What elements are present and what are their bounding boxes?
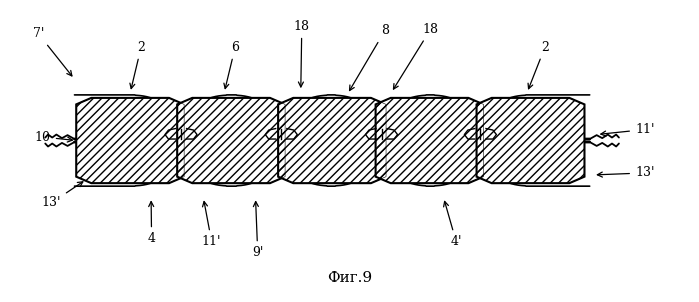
- Polygon shape: [160, 133, 202, 172]
- Polygon shape: [177, 98, 285, 183]
- Polygon shape: [76, 98, 184, 183]
- Text: 4': 4': [444, 201, 462, 248]
- Text: 18: 18: [294, 20, 310, 87]
- Text: 18: 18: [394, 23, 438, 89]
- Polygon shape: [261, 133, 302, 172]
- Text: 13': 13': [42, 182, 83, 209]
- Text: 2: 2: [528, 41, 549, 89]
- Text: 11': 11': [601, 123, 654, 136]
- Polygon shape: [477, 98, 584, 183]
- Text: 4: 4: [147, 201, 156, 245]
- Polygon shape: [459, 133, 501, 172]
- Text: 7': 7': [33, 27, 72, 76]
- Text: 6: 6: [224, 41, 239, 88]
- Polygon shape: [361, 133, 403, 172]
- Polygon shape: [278, 98, 386, 183]
- Polygon shape: [375, 98, 484, 183]
- Text: 10: 10: [35, 130, 73, 143]
- Text: 13': 13': [598, 166, 654, 179]
- Text: 8: 8: [350, 24, 389, 91]
- Text: Фиг.9: Фиг.9: [327, 271, 372, 285]
- Text: 9': 9': [252, 201, 264, 259]
- Text: 11': 11': [202, 201, 222, 248]
- Text: 2: 2: [130, 41, 145, 88]
